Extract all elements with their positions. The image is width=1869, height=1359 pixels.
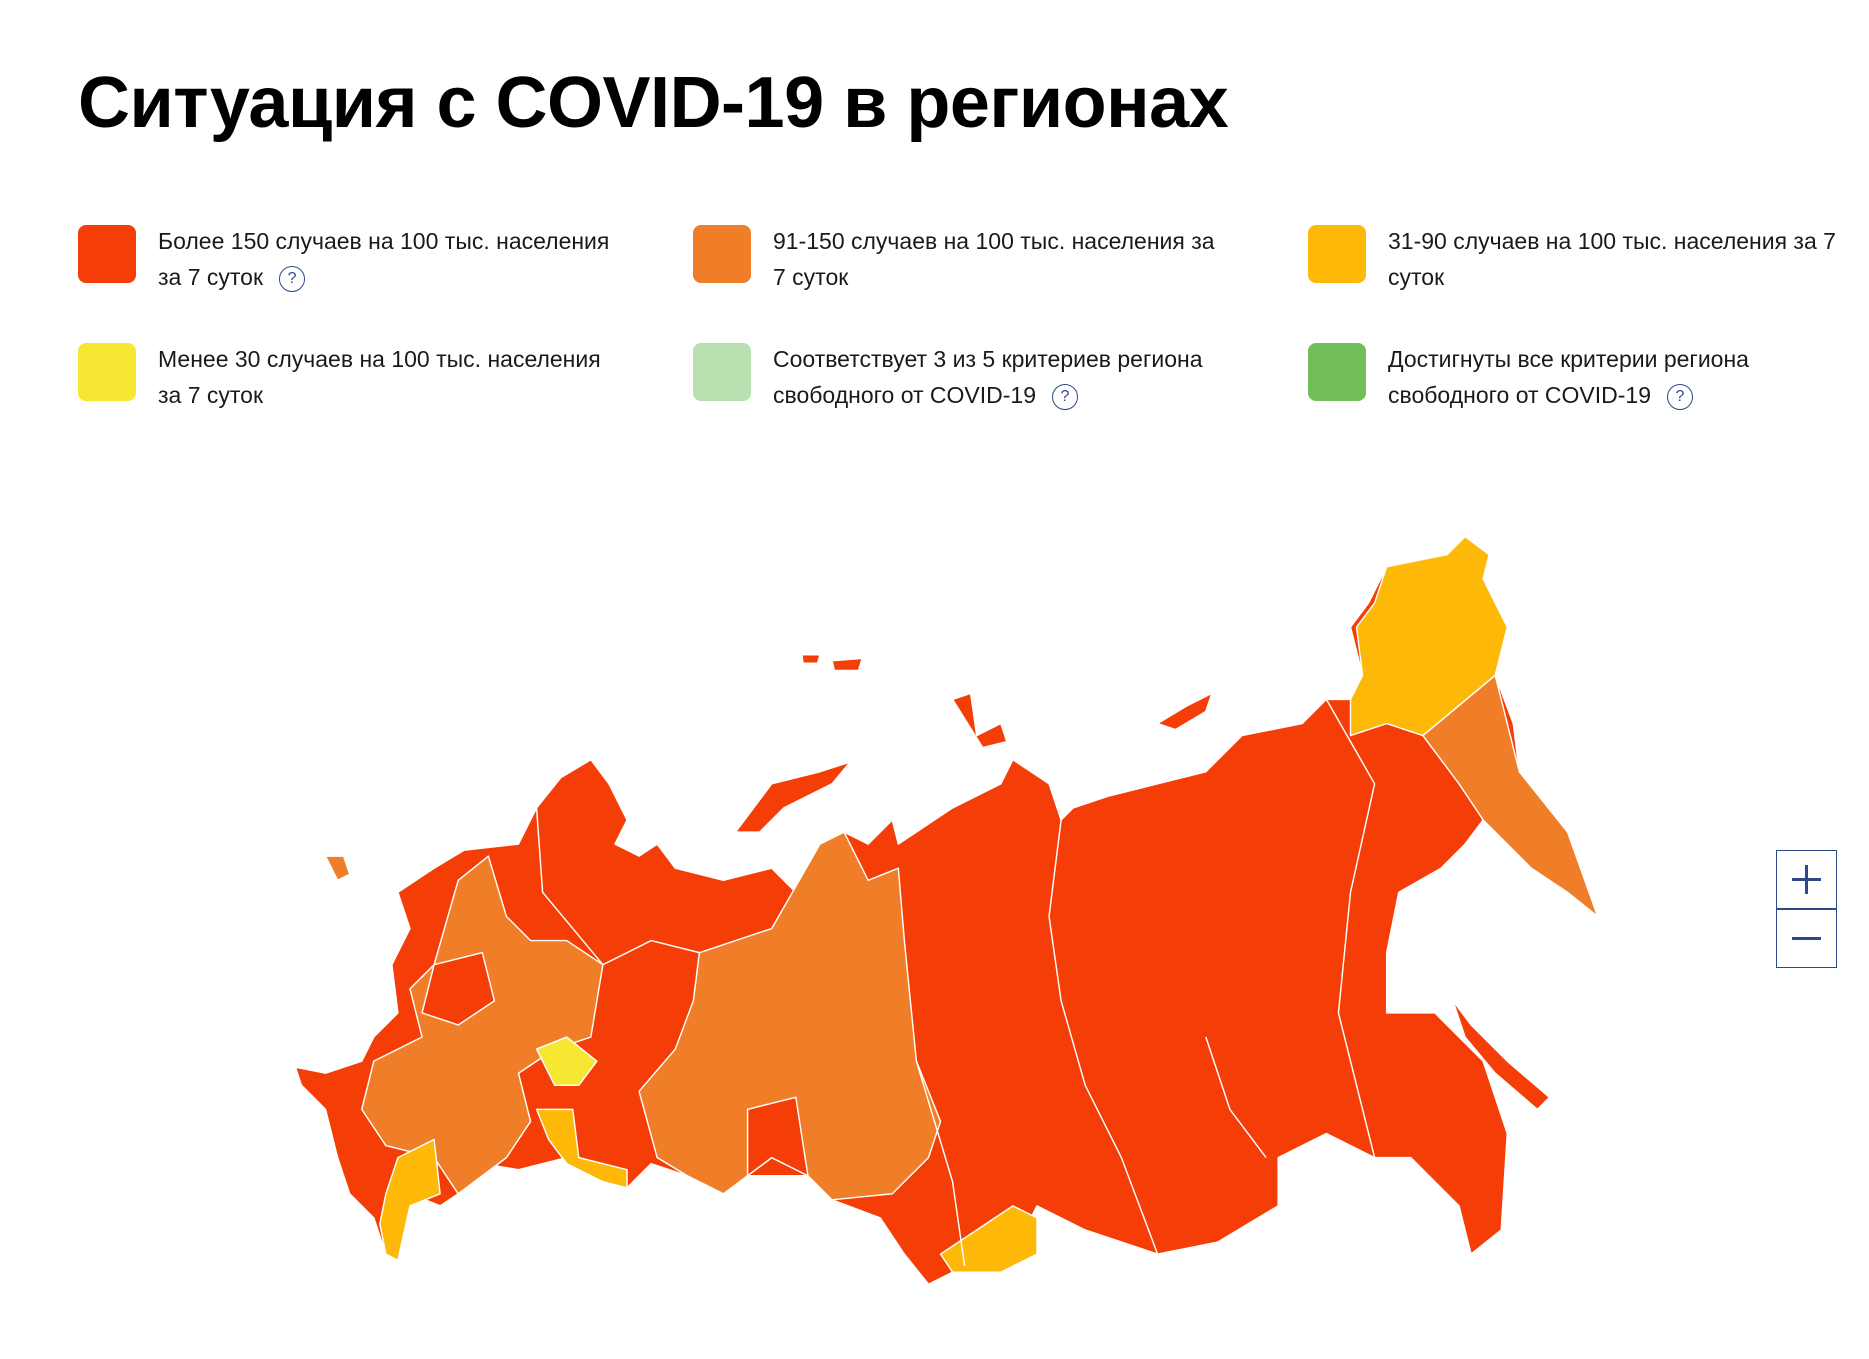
legend-text: Соответствует 3 из 5 критериев региона с… — [773, 346, 1203, 408]
legend-text: 91-150 случаев на 100 тыс. населения за … — [773, 228, 1215, 290]
legend-label: 91-150 случаев на 100 тыс. населения за … — [773, 223, 1233, 295]
legend-swatch — [78, 343, 136, 401]
border — [1205, 1036, 1267, 1159]
legend-label: Достигнуты все критерии региона свободно… — [1388, 341, 1848, 413]
island — [734, 761, 851, 833]
legend-text: 31-90 случаев на 100 тыс. населения за 7… — [1388, 228, 1836, 290]
region[interactable] — [1452, 1000, 1551, 1111]
legend-text: Более 150 случаев на 100 тыс. населения … — [158, 228, 610, 290]
island — [1156, 692, 1213, 731]
zoom-in[interactable] — [1776, 850, 1837, 909]
legend-label: Менее 30 случаев на 100 тыс. населения з… — [158, 341, 618, 413]
island — [801, 654, 821, 664]
region[interactable] — [379, 1138, 441, 1261]
legend-swatch — [1308, 343, 1366, 401]
border — [1048, 819, 1159, 1255]
help-icon[interactable]: ? — [279, 265, 306, 292]
legend-text: Менее 30 случаев на 100 тыс. населения з… — [158, 346, 601, 408]
border — [535, 807, 700, 966]
help-icon[interactable]: ? — [1051, 383, 1078, 410]
plus-icon — [1792, 865, 1821, 894]
legend-label: Соответствует 3 из 5 критериев региона с… — [773, 341, 1233, 413]
region[interactable] — [361, 855, 604, 1195]
legend-swatch — [78, 225, 136, 283]
region[interactable] — [746, 1096, 809, 1177]
region[interactable] — [1422, 674, 1599, 918]
region[interactable] — [535, 1036, 598, 1086]
legend-swatch — [693, 343, 751, 401]
region[interactable] — [421, 951, 496, 1026]
help-icon[interactable]: ? — [1666, 383, 1693, 410]
border — [1325, 699, 1376, 1158]
zoom-out[interactable] — [1776, 909, 1837, 968]
region[interactable] — [324, 855, 351, 881]
region[interactable] — [638, 831, 942, 1201]
page-title: Ситуация с COVID-19 в регионах — [78, 63, 1229, 143]
legend-text: Достигнуты все критерии региона свободно… — [1388, 346, 1749, 408]
region[interactable] — [939, 1205, 1038, 1273]
island — [831, 657, 863, 672]
legend-swatch — [693, 225, 751, 283]
legend-label: Более 150 случаев на 100 тыс. населения … — [158, 223, 618, 295]
legend-label: 31-90 случаев на 100 тыс. населения за 7… — [1388, 223, 1848, 295]
minus-icon — [1792, 937, 1821, 940]
region[interactable] — [535, 1108, 628, 1189]
legend-swatch — [1308, 225, 1366, 283]
region[interactable] — [1349, 535, 1508, 737]
island — [951, 692, 1008, 749]
border — [915, 1060, 966, 1267]
